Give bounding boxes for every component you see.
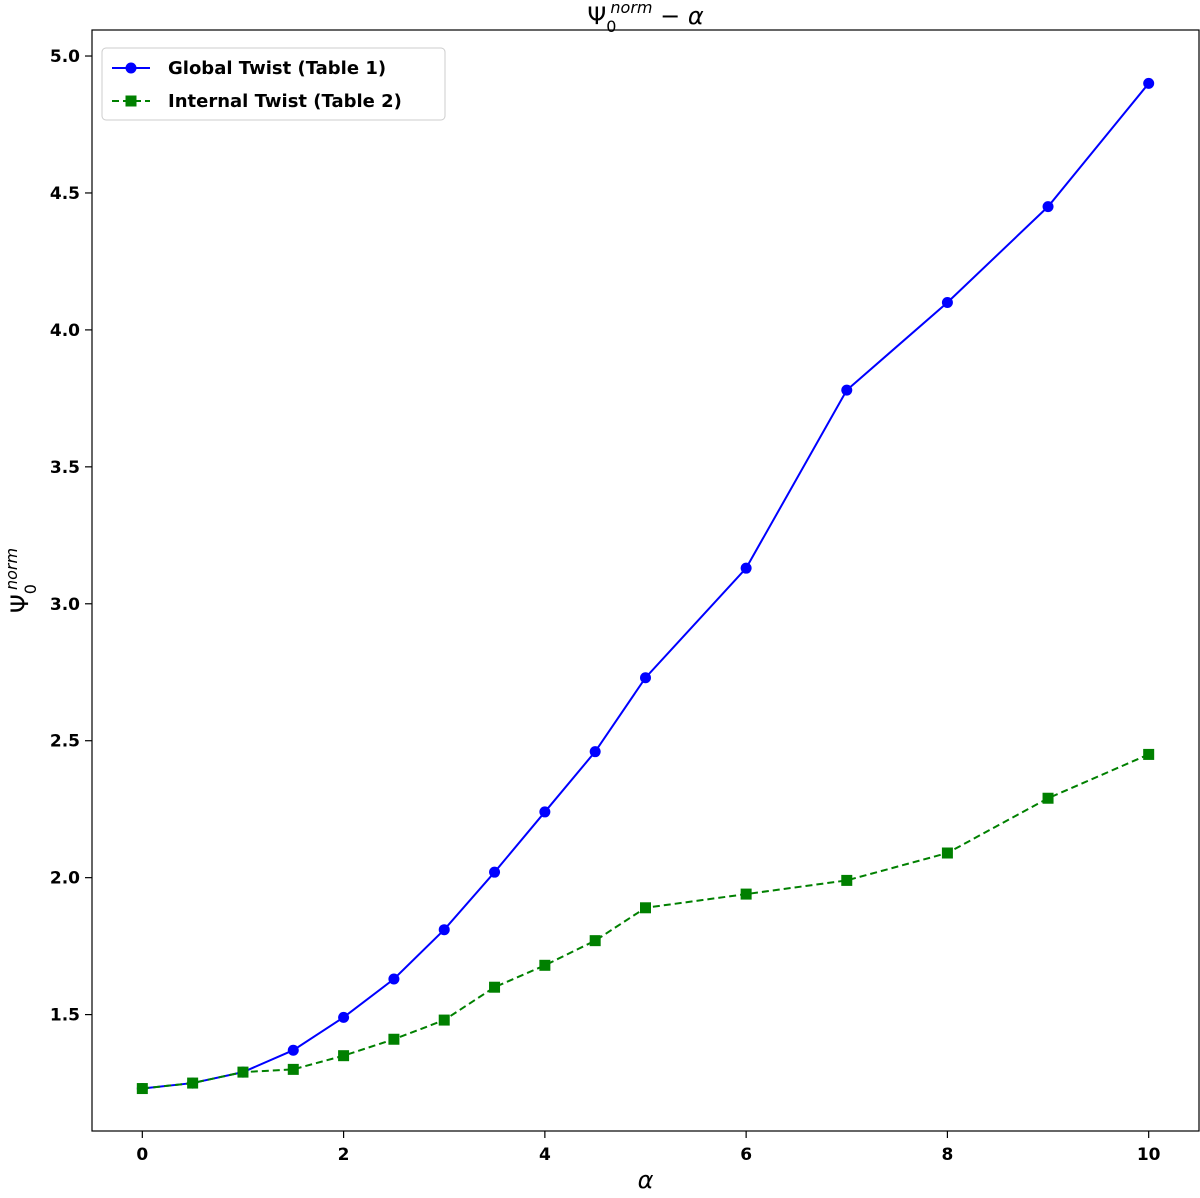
legend: Global Twist (Table 1) Internal Twist (Ta… [101,47,446,121]
data-point-2 [287,1063,299,1075]
series-line-1 [142,82,1150,1090]
chart-title: Ψ0norm − α [587,0,704,36]
data-point-2 [640,902,651,914]
data-point-1 [388,973,400,985]
x-axis-label: α [638,1166,654,1194]
legend-label-1: Global Twist (Table 1) [168,58,386,79]
x-tick-label: 2 [338,1145,350,1165]
y-tick-label: 3.0 [50,595,80,615]
title-base: Ψ [587,2,606,30]
y-label-superscript: norm [2,548,21,590]
legend-label-2: Internal Twist (Table 2) [168,91,402,112]
data-point-1 [841,384,853,396]
y-label-base: Ψ [6,594,34,613]
data-point-2 [589,935,601,947]
data-point-2 [539,959,551,971]
data-point-1 [287,1044,299,1056]
data-point-1 [589,746,601,758]
data-point-2 [136,1083,148,1095]
y-tick-label: 1.5 [50,1006,80,1026]
data-point-2 [740,888,752,900]
legend-marker-1 [125,62,137,74]
y-tick-label: 2.0 [50,869,80,889]
y-tick-label: 4.5 [50,184,80,204]
data-point-2 [841,874,853,886]
data-point-2 [438,1014,450,1026]
y-tick-label: 2.5 [50,732,80,752]
title-superscript: norm [610,0,652,17]
series-line-2 [142,753,1150,1090]
data-point-2 [237,1066,249,1078]
data-point-2 [489,981,501,993]
y-axis-label: Ψ0norm [2,548,40,613]
svg-text:Ψ0norm: Ψ0norm [2,548,40,613]
x-tick-label: 6 [740,1145,752,1165]
legend-marker-2 [125,95,137,107]
data-point-1 [640,672,651,684]
data-point-1 [438,924,450,936]
data-point-1 [489,866,501,878]
title-suffix: − α [652,2,703,30]
data-point-1 [539,806,551,818]
data-point-2 [338,1050,350,1062]
data-point-2 [388,1033,400,1045]
data-point-1 [740,562,752,574]
y-label-subscript: 0 [21,584,40,594]
x-tick-label: 8 [941,1145,953,1165]
data-point-2 [1143,748,1155,760]
data-point-1 [1042,201,1054,213]
x-tick-label: 4 [539,1145,551,1165]
y-tick-label: 4.0 [50,321,80,341]
y-tick-label: 5.0 [50,47,80,67]
data-point-2 [187,1077,199,1089]
data-point-2 [1042,792,1054,804]
data-point-1 [1143,77,1155,89]
data-point-1 [941,297,953,309]
data-point-2 [941,847,953,859]
x-tick-label: 0 [136,1145,148,1165]
x-tick-label: 10 [1137,1145,1161,1165]
y-tick-label: 3.5 [50,458,80,478]
legend-box [101,47,446,121]
data-point-1 [338,1011,350,1023]
plot-frame [91,29,1200,1132]
title-subscript: 0 [606,17,616,36]
